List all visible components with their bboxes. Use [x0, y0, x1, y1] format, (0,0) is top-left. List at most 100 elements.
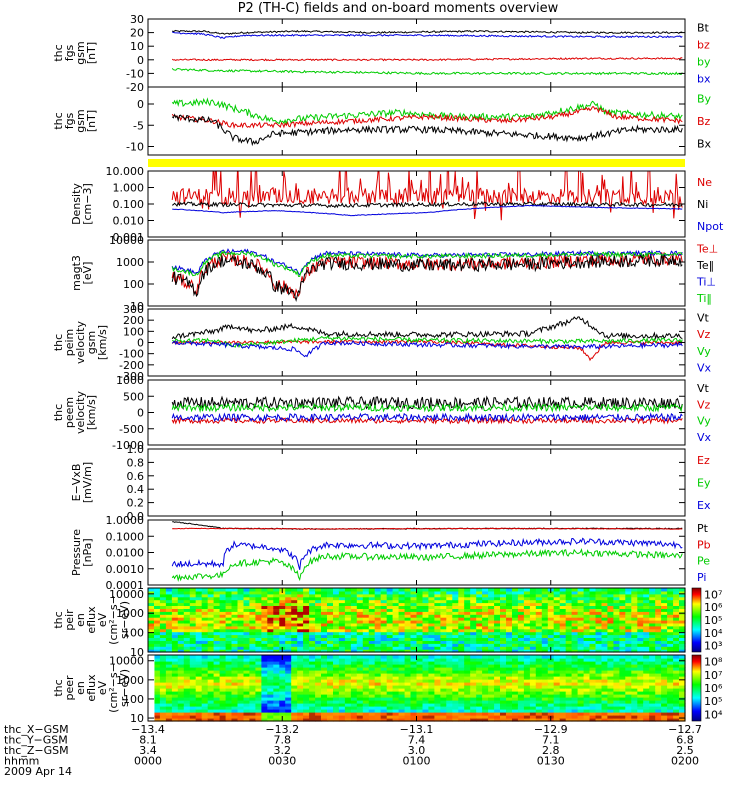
- series-line-bx: [172, 31, 683, 39]
- y-axis-label: gsm: [85, 331, 98, 354]
- y-axis-label: [eV]: [81, 262, 94, 285]
- spectrogram-peir_eflux: [148, 588, 686, 653]
- x-tick-label: −13.2: [265, 723, 299, 736]
- panel-frame: [147, 86, 686, 156]
- y-tick-label: 1.0: [127, 443, 145, 456]
- series-line-Bz: [171, 106, 683, 130]
- series-line-By: [171, 97, 683, 125]
- legend-entry-Npot: Npot: [697, 220, 724, 233]
- panels: -20-100102030thcfgsgsm[nT]Btbzbybx-10-50…: [52, 13, 724, 725]
- legend-entry-Pe: Pe: [697, 555, 710, 568]
- panel-pressure: 0.0001 0.0010 0.0100 0.1000 1.0000 Pressure[n…: [70, 514, 711, 592]
- y-tick-label: 100: [123, 325, 144, 338]
- x-tick-label: −12.7: [668, 723, 702, 736]
- x-axis-row-label: thc_X−GSM: [4, 723, 69, 736]
- y-tick-label: -500: [119, 423, 144, 436]
- y-tick-label: -300: [119, 370, 144, 383]
- y-tick-label: 0.6: [127, 470, 145, 483]
- spectrogram-peer_eflux: [148, 655, 686, 722]
- legend-entry-Vy: Vy: [697, 345, 711, 358]
- y-axis-label: [nT]: [85, 42, 98, 64]
- legend-entry-Te⊥: Te⊥: [696, 242, 718, 255]
- y-tick-label: 10000: [109, 588, 144, 601]
- y-tick-label: 10: [130, 40, 144, 53]
- y-tick-label: 0.0010: [106, 563, 145, 576]
- x-tick-label: 7.1: [542, 734, 560, 747]
- y-axis-label: sr−eV): [118, 601, 131, 639]
- y-axis-label: thc: [52, 404, 65, 421]
- y-tick-label: 0.1000: [106, 530, 145, 543]
- y-axis-label: thc: [52, 334, 65, 351]
- x-tick-label: −13.1: [400, 723, 434, 736]
- y-tick-label: 1000: [116, 256, 144, 269]
- y-tick-label: 0.001: [113, 231, 145, 244]
- colorbar-tick-label: 10⁶: [704, 601, 723, 614]
- legend-entry-Ti⊥: Ti⊥: [696, 275, 716, 288]
- legend-entry-Ni: Ni: [697, 198, 708, 211]
- y-tick-label: 10: [130, 646, 144, 659]
- y-tick-label: 100: [123, 627, 144, 640]
- legend-entry-Vy: Vy: [697, 415, 711, 428]
- y-axis-label: eV: [96, 612, 109, 627]
- colorbar-tick-label: 10⁴: [704, 708, 723, 721]
- y-tick-label: -10: [126, 67, 144, 80]
- x-tick-label: 2.8: [542, 744, 560, 757]
- y-axis-label: magt3: [70, 255, 83, 291]
- panel-efield: 0.00.20.40.60.81.0 E−VxB[mV/m] Ez Ey Ex: [70, 443, 711, 523]
- y-axis-label: eflux: [85, 674, 98, 702]
- y-tick-label: 0.010: [113, 215, 145, 228]
- legend-entry-By: By: [697, 92, 712, 105]
- y-axis-label: en: [74, 613, 87, 627]
- y-axis-label: (cm²−s−: [107, 595, 120, 645]
- figure-title: P2 (TH-C) fields and on-board moments ov…: [238, 1, 559, 16]
- colorbar-tick-label: 10⁷: [704, 588, 722, 601]
- series-line-Vy: [172, 335, 683, 349]
- colorbar-tick-label: 10⁷: [704, 669, 722, 682]
- y-tick-label: 0.8: [127, 456, 145, 469]
- y-axis-label: [mV/m]: [81, 462, 94, 503]
- panel-density: 0.001 0.010 0.100 1.000 10.000 Density[cm−3] N…: [70, 165, 724, 244]
- x-tick-label: 7.4: [408, 734, 426, 747]
- x-tick-label: 0000: [134, 755, 162, 768]
- y-axis-label: (cm²−s−: [107, 663, 120, 713]
- y-tick-label: 10000: [109, 234, 144, 247]
- y-tick-label: -10: [126, 141, 144, 154]
- y-axis-label: thc: [52, 611, 65, 628]
- y-axis-label: en: [74, 681, 87, 695]
- panel-mode_bar: [148, 159, 685, 167]
- y-axis-label: Density: [70, 183, 83, 225]
- y-tick-label: 10.000: [106, 165, 145, 178]
- y-tick-label: 0.100: [113, 198, 145, 211]
- x-tick-label: 7.8: [274, 734, 292, 747]
- legend-entry-Ne: Ne: [697, 176, 712, 189]
- y-tick-label: 0: [137, 98, 144, 111]
- y-tick-label: 0: [137, 407, 144, 420]
- x-tick-label: 3.0: [408, 744, 426, 757]
- x-tick-label: 3.2: [274, 744, 292, 757]
- y-axis-label: [nPa]: [81, 538, 94, 566]
- legend-entry-by: by: [697, 56, 711, 69]
- y-tick-label: 0.0001: [106, 579, 145, 592]
- y-tick-label: -1000: [112, 439, 144, 452]
- x-tick-label: 0030: [268, 755, 296, 768]
- colorbar-tick-label: 10⁸: [704, 656, 723, 669]
- series-line-Vt: [171, 395, 683, 411]
- legend-entry-Bz: Bz: [697, 115, 711, 128]
- legend-entry-Ti‖: Ti‖: [696, 292, 712, 305]
- series-line-Vy: [171, 402, 683, 413]
- legend-entry-Bx: Bx: [697, 138, 712, 151]
- panel-frame: [147, 519, 686, 586]
- y-tick-label: 200: [123, 314, 144, 327]
- series-line-Ni: [171, 200, 683, 209]
- y-tick-label: 10: [130, 300, 144, 313]
- legend-entry-Te‖: Te‖: [696, 259, 714, 272]
- y-tick-label: 100: [123, 278, 144, 291]
- x-tick-label: 0130: [537, 755, 565, 768]
- series-line-Vx: [171, 339, 683, 358]
- colorbar-tick-label: 10⁵: [704, 614, 722, 627]
- y-tick-label: -20: [126, 81, 144, 94]
- panel-frame: [147, 18, 686, 88]
- y-axis-label: [cm−3]: [81, 183, 94, 225]
